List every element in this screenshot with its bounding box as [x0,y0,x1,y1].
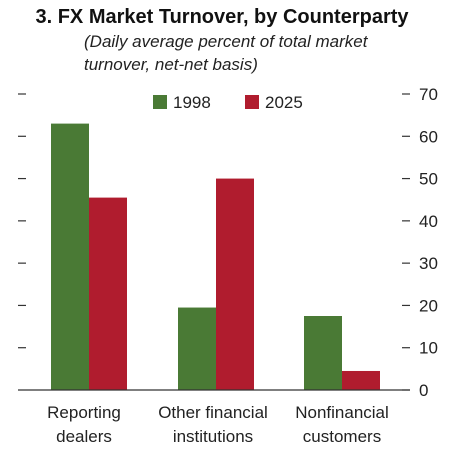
bar-1998-0 [51,123,89,390]
legend-label: 1998 [173,93,211,112]
category-label: Reporting [47,403,121,422]
category-labels: Reporting dealers Other financial instituti… [47,403,389,446]
legend: 1998 2025 [153,93,303,112]
y-tick-label: 40 [419,212,438,231]
right-y-axis: 0 10 20 30 40 50 60 70 [402,85,438,400]
left-tick-marks [18,93,26,349]
category-label: customers [303,427,381,446]
y-tick-label: 60 [419,127,438,146]
category-label: Nonfinancial [295,403,389,422]
legend-swatch-1998 [153,95,167,109]
chart-subtitle-line-1: (Daily average percent of total market [84,32,369,51]
bars [51,123,380,390]
bar-1998-2 [304,316,342,390]
category-label: institutions [173,427,253,446]
y-tick-label: 0 [419,381,428,400]
y-tick-label: 50 [419,170,438,189]
bar-1998-1 [178,307,216,390]
legend-label: 2025 [265,93,303,112]
bar-2025-1 [216,178,254,390]
y-tick-label: 20 [419,296,438,315]
legend-swatch-2025 [245,95,259,109]
chart-title: 3. FX Market Turnover, by Counterparty [35,6,409,28]
category-label: dealers [56,427,112,446]
y-tick-label: 70 [419,85,438,104]
y-tick-label: 10 [419,339,438,358]
bar-2025-0 [89,197,127,390]
category-label: Other financial [158,403,268,422]
chart-subtitle-line-2: turnover, net-net basis) [84,55,258,74]
y-tick-label: 30 [419,254,438,273]
bar-2025-2 [342,370,380,390]
